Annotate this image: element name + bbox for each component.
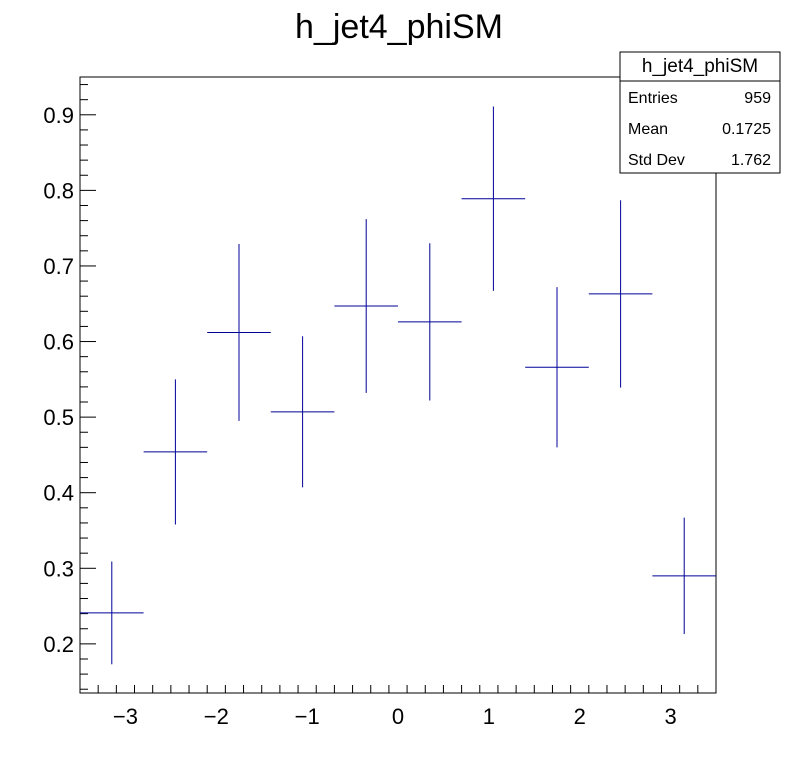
- data-point: [270, 336, 335, 488]
- stats-entries-value: 959: [744, 90, 771, 107]
- data-point: [525, 287, 589, 448]
- stats-mean-label: Mean: [628, 121, 668, 138]
- stats-box-frame: [619, 51, 781, 174]
- plot-frame: [79, 76, 717, 694]
- x-axis: −3 −2 −1 0 1 2 3: [79, 685, 717, 729]
- x-tick-label: 0: [392, 704, 404, 729]
- y-tick-label: 0.3: [43, 556, 74, 581]
- data-point: [207, 244, 271, 421]
- data-points: [80, 106, 716, 665]
- data-point: [143, 379, 208, 525]
- x-tick-label: 3: [664, 704, 676, 729]
- stats-stddev-label: Std Dev: [628, 152, 685, 169]
- y-axis: 0.2 0.3 0.4 0.5 0.6 0.7 0.8 0.9: [43, 84, 96, 690]
- y-tick-label: 0.4: [43, 481, 74, 506]
- chart-title: h_jet4_phiSM: [295, 8, 503, 46]
- x-tick-label: −1: [295, 704, 320, 729]
- stats-entries-label: Entries: [628, 90, 678, 107]
- x-tick-label: −2: [204, 704, 229, 729]
- y-tick-label: 0.9: [43, 103, 74, 128]
- data-point: [334, 219, 398, 393]
- data-point: [588, 200, 653, 388]
- x-tick-label: −3: [113, 704, 138, 729]
- y-tick-label: 0.8: [43, 178, 74, 203]
- x-tick-label: 2: [574, 704, 586, 729]
- stats-box-title: h_jet4_phiSM: [642, 56, 758, 77]
- x-tick-label: 1: [483, 704, 495, 729]
- stats-box: h_jet4_phiSM Entries 959 Mean 0.1725 Std…: [619, 51, 781, 174]
- data-point: [80, 561, 144, 665]
- y-tick-label: 0.6: [43, 330, 74, 355]
- y-tick-label: 0.5: [43, 405, 74, 430]
- stats-mean-value: 0.1725: [722, 121, 771, 138]
- stats-stddev-value: 1.762: [731, 152, 771, 169]
- data-point: [652, 517, 716, 635]
- y-tick-label: 0.2: [43, 632, 74, 657]
- data-point: [398, 243, 462, 401]
- data-point: [461, 106, 526, 291]
- y-tick-label: 0.7: [43, 254, 74, 279]
